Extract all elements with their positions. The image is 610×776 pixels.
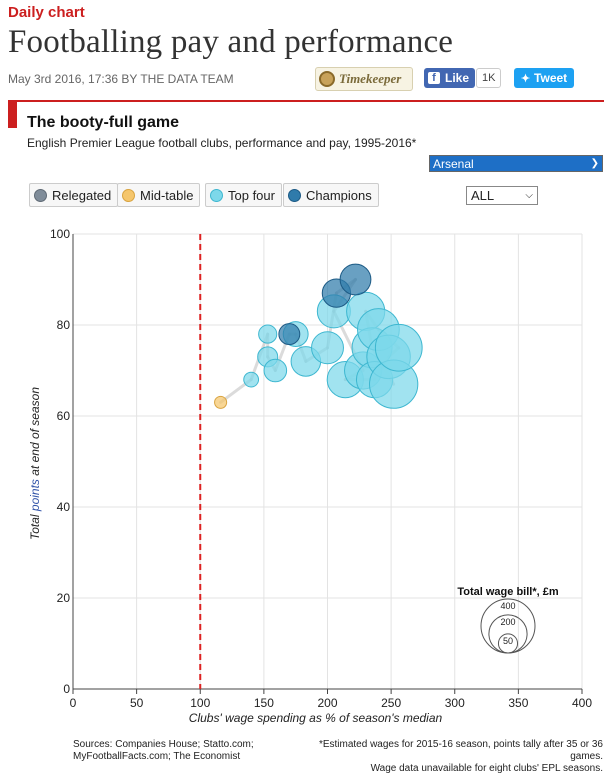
timekeeper-label: Timekeeper <box>339 71 402 86</box>
chart-title: The booty-full game <box>27 114 179 131</box>
headline: Footballing pay and performance <box>8 24 454 60</box>
size-legend-label: 400 <box>500 601 515 611</box>
size-legend: Total wage bill*, £m 400 200 50 <box>457 586 559 654</box>
x-tick-label: 300 <box>445 696 465 710</box>
byline: May 3rd 2016, 17:36 BY THE DATA TEAM <box>8 72 234 86</box>
legend-label: Mid-table <box>140 187 194 203</box>
divider-rule <box>8 100 604 102</box>
data-points <box>214 263 423 409</box>
footnote-line: *Estimated wages for 2015-16 season, poi… <box>318 739 603 762</box>
tweet-button[interactable]: ✦ Tweet <box>514 68 574 88</box>
y-tick-label: 0 <box>63 682 70 696</box>
tweet-label: Tweet <box>534 71 568 85</box>
facebook-like-button[interactable]: f Like <box>424 68 476 88</box>
team-select-value: Arsenal <box>433 156 474 171</box>
chart-subtitle: English Premier League football clubs, p… <box>27 136 417 150</box>
data-point <box>374 323 423 372</box>
data-point <box>311 331 344 365</box>
y-tick-label: 40 <box>57 500 71 514</box>
timekeeper-button[interactable]: Timekeeper <box>315 67 413 91</box>
like-count: 1K <box>476 68 502 88</box>
size-legend-label: 50 <box>503 636 513 646</box>
y-tick-label: 60 <box>57 409 71 423</box>
scatter-chart: 0 20 40 60 80 100 0 50 100 150 200 250 300 350 400 Tot… <box>28 227 592 725</box>
chevron-down-icon: ❯ <box>590 158 599 169</box>
legend-label: Top four <box>228 187 275 203</box>
champions-dot-icon <box>288 188 301 202</box>
legend-topfour-button[interactable]: Top four <box>205 183 282 207</box>
data-point <box>339 263 372 296</box>
data-point <box>263 358 288 383</box>
data-point <box>214 395 228 409</box>
y-axis-label-part: Total <box>28 511 42 540</box>
x-tick-label: 0 <box>70 696 77 710</box>
data-point <box>278 323 301 346</box>
x-axis-label: Clubs' wage spending as % of season's me… <box>189 711 443 725</box>
x-tick-label: 200 <box>317 696 337 710</box>
x-tick-label: 100 <box>190 696 210 710</box>
midtable-dot-icon <box>122 188 135 202</box>
x-tick-label: 400 <box>572 696 592 710</box>
kicker: Daily chart <box>8 4 85 21</box>
section-marker <box>8 102 17 128</box>
x-tick-label: 50 <box>130 696 144 710</box>
facebook-icon: f <box>428 72 440 84</box>
x-tick-label: 150 <box>254 696 274 710</box>
y-tick-label: 20 <box>57 591 71 605</box>
timekeeper-icon <box>319 71 335 87</box>
chevron-down-icon: ⌵ <box>525 190 533 201</box>
relegated-dot-icon <box>34 188 47 202</box>
sources-line: Sources: Companies House; Statto.com; <box>73 739 254 750</box>
filter-select[interactable]: ALL ⌵ <box>466 186 538 205</box>
x-tick-label: 350 <box>508 696 528 710</box>
legend-relegated-button[interactable]: Relegated <box>29 183 119 207</box>
x-tick-label: 250 <box>381 696 401 710</box>
legend-label: Relegated <box>52 187 112 203</box>
filter-select-value: ALL <box>471 188 495 203</box>
footnote-line: Wage data unavailable for eight clubs' E… <box>370 763 603 774</box>
size-legend-label: 200 <box>500 617 515 627</box>
data-point <box>243 371 260 388</box>
topfour-dot-icon <box>210 188 223 202</box>
like-label: Like <box>445 71 470 85</box>
data-point <box>258 324 278 344</box>
y-axis-label-part: at end of season <box>28 387 42 479</box>
sources-line: MyFootballFacts.com; The Economist <box>73 751 241 762</box>
legend-label: Champions <box>306 187 372 203</box>
y-tick-label: 100 <box>50 227 70 241</box>
legend-champions-button[interactable]: Champions <box>283 183 379 207</box>
y-tick-label: 80 <box>57 318 71 332</box>
y-axis-label-part: points <box>28 479 42 512</box>
size-legend-circle <box>497 633 519 654</box>
y-axis-label: Total points at end of season <box>28 387 42 540</box>
team-select[interactable]: Arsenal ❯ <box>429 155 603 172</box>
sources-note: Sources: Companies House; Statto.com; My… <box>73 739 254 763</box>
size-legend-title: Total wage bill*, £m <box>457 586 558 598</box>
axes: 0 20 40 60 80 100 0 50 100 150 200 250 300 350 400 <box>50 227 592 710</box>
twitter-bird-icon: ✦ <box>520 72 531 85</box>
legend-midtable-button[interactable]: Mid-table <box>117 183 201 207</box>
gridlines <box>73 233 583 689</box>
footnote: *Estimated wages for 2015-16 season, poi… <box>285 739 603 775</box>
